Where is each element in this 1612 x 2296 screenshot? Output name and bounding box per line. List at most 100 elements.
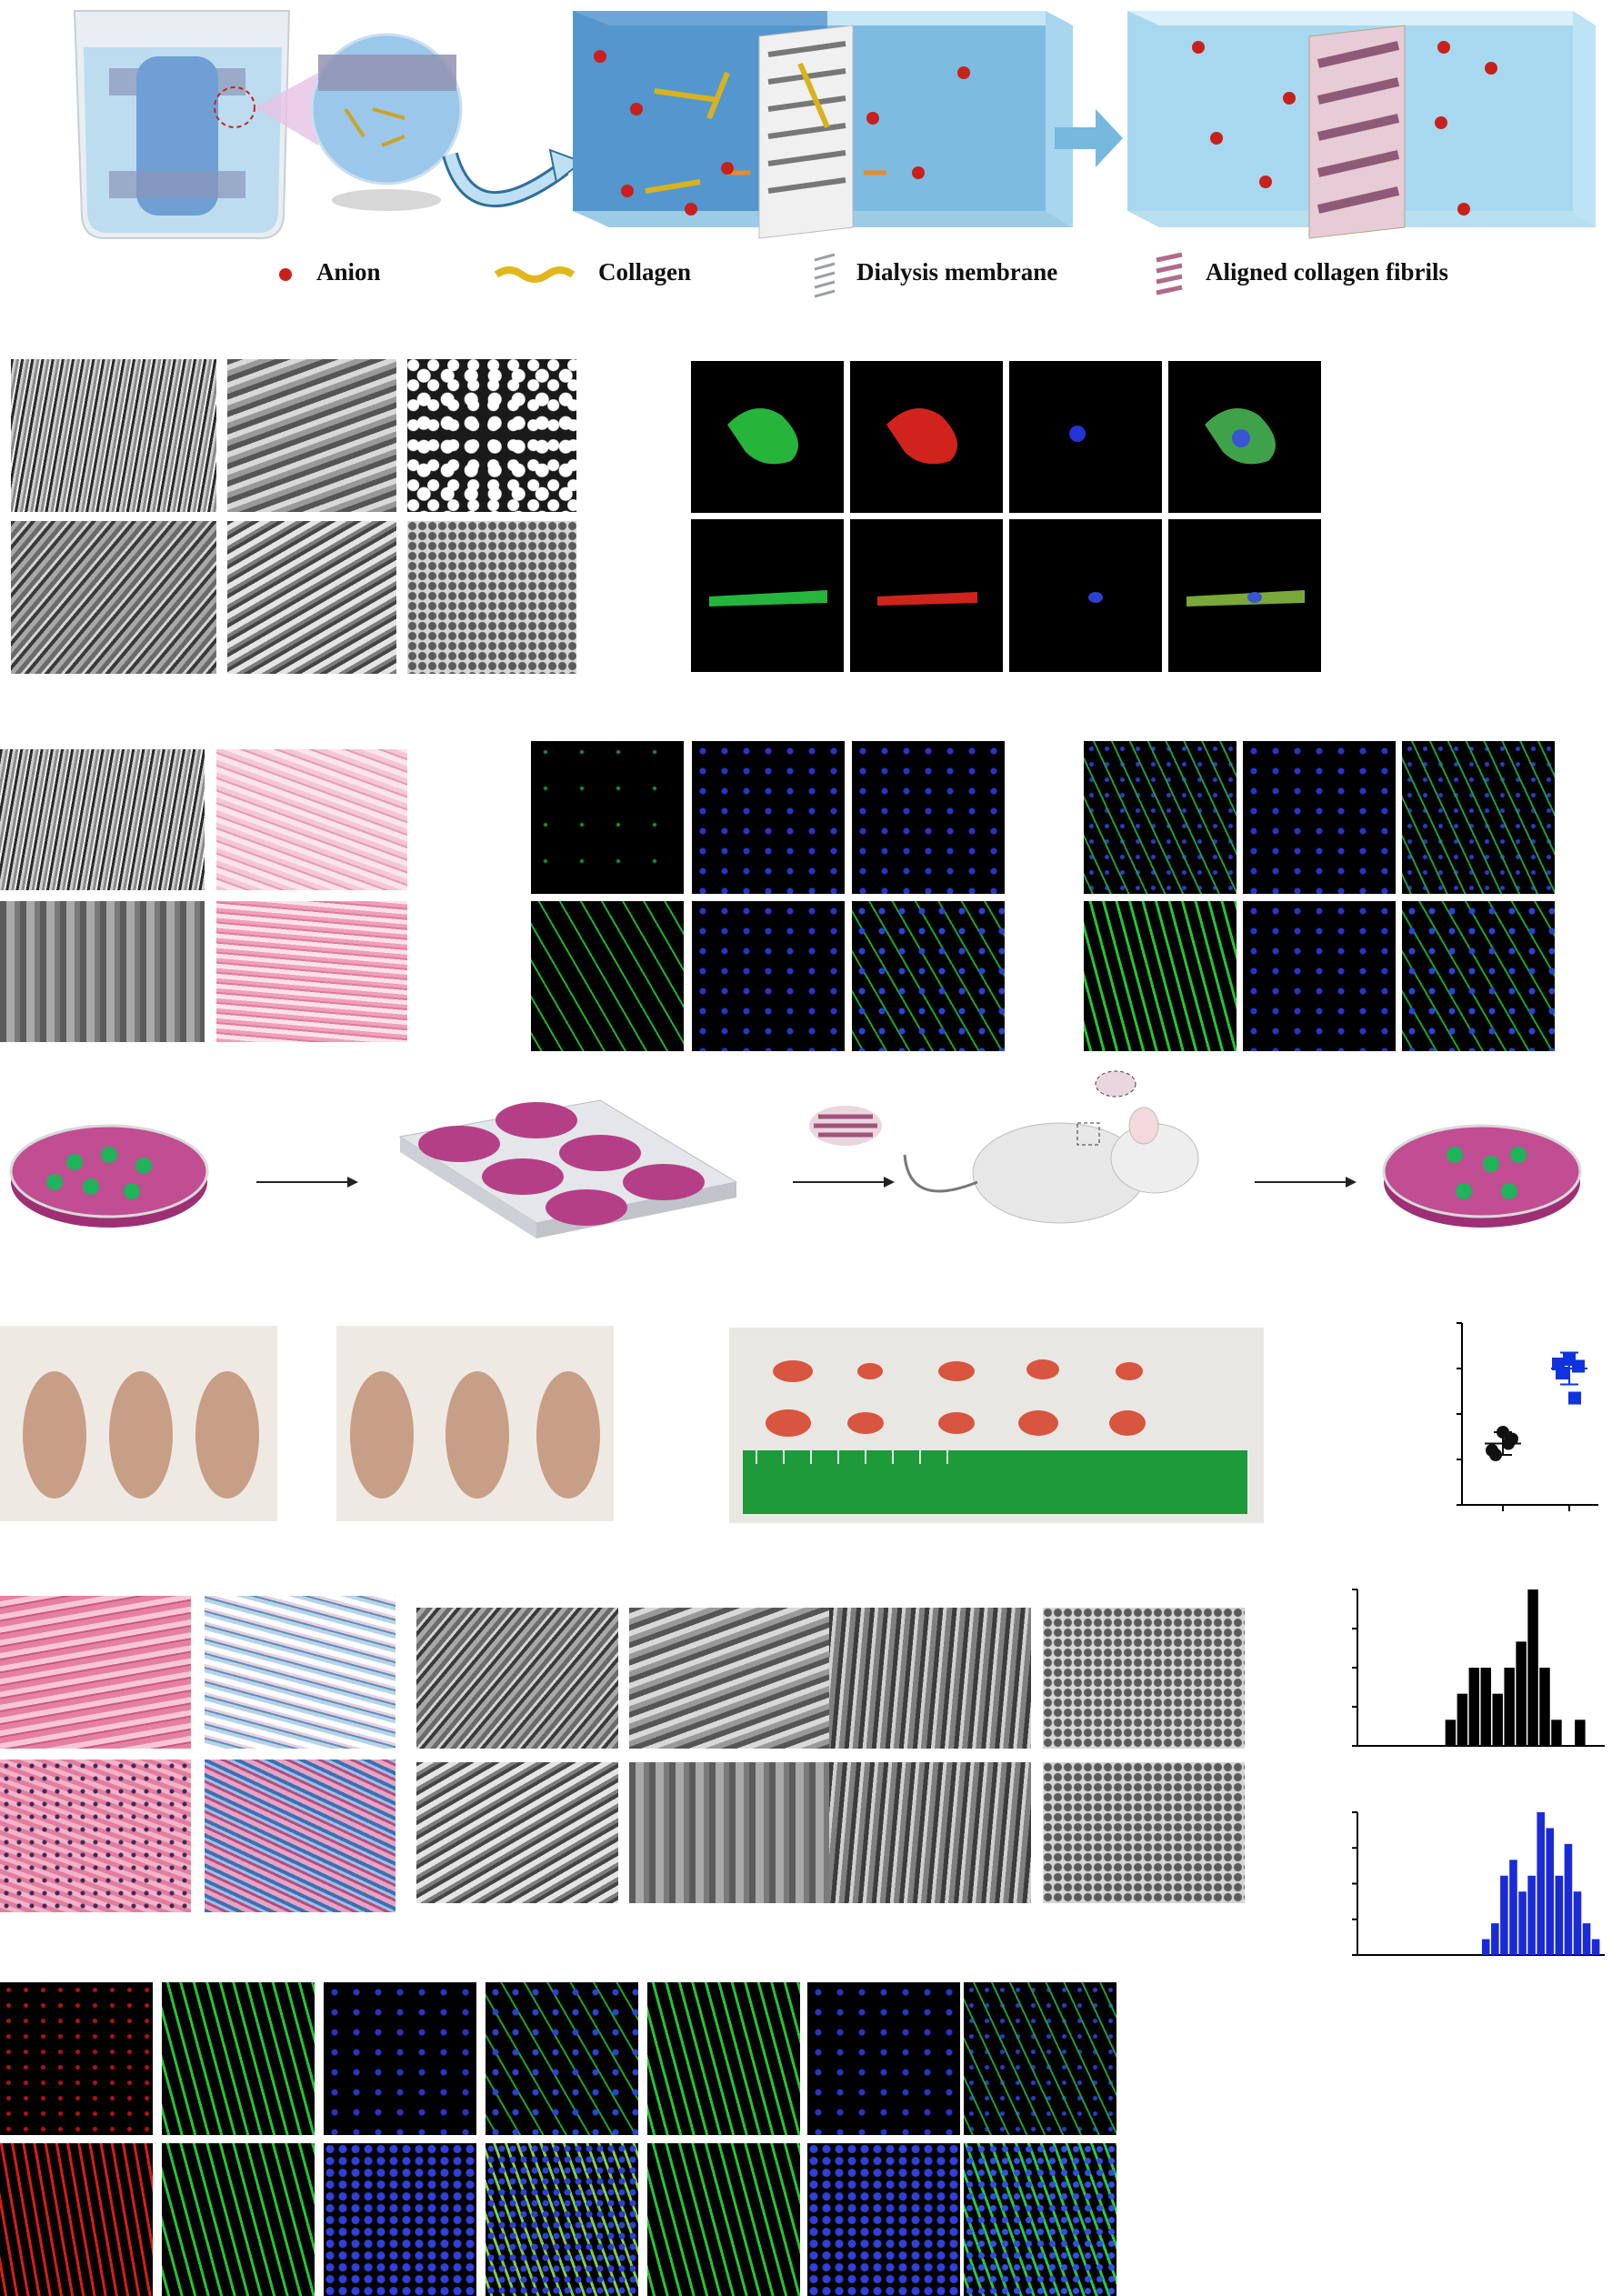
- histogram-bar: [1591, 1939, 1600, 1955]
- histogram-bar: [1546, 1828, 1555, 1955]
- fluorescence-image: [1084, 901, 1237, 1051]
- fluorescence-image: [647, 1982, 800, 2135]
- histogram-bar: [1500, 1875, 1508, 1955]
- histogram-bar: [1537, 1812, 1545, 1955]
- he-stain-image: [216, 901, 407, 1042]
- sem-image: [0, 901, 205, 1042]
- fluorescence-image: [1402, 741, 1555, 894]
- fluorescence-image: [692, 741, 845, 894]
- legend-collagen: Collagen: [598, 258, 692, 286]
- scatter-point: [1556, 1367, 1568, 1379]
- fluorescence-image: [964, 2143, 1116, 2296]
- well-plate-icon: [398, 1099, 738, 1238]
- sem-image: [629, 1608, 831, 1749]
- petri-dish-icon: [9, 1124, 209, 1228]
- histogram-bar: [1492, 1693, 1503, 1746]
- ruler-icon: [743, 1450, 1247, 1514]
- magnifier-bubble-icon: [255, 33, 463, 211]
- tem-cross-section-image: [1043, 1762, 1245, 1903]
- histogram-bar: [1445, 1719, 1457, 1746]
- histogram-bar: [1575, 1719, 1586, 1746]
- he-stain-image: [0, 1596, 191, 1749]
- legend-dialysis-membrane: Dialysis membrane: [856, 258, 1058, 286]
- scatter-chart: [1455, 1314, 1605, 1532]
- histogram-bar: [1481, 1939, 1490, 1955]
- masson-stain-image: [205, 1596, 395, 1749]
- histogram-bar: [1527, 1589, 1538, 1746]
- histogram-bar: [1573, 1891, 1582, 1955]
- fluorescence-image: [0, 2143, 153, 2296]
- mice-photo-svg: [23, 1371, 259, 1499]
- fluorescence-image: [324, 1982, 476, 2135]
- mouse-icon: [903, 1070, 1199, 1224]
- implantation-workflow-svg: [9, 1070, 1582, 1238]
- fluorescence-image: [807, 1982, 960, 2135]
- histogram-bar: [1539, 1668, 1550, 1746]
- aligned-fibrils-icon: [1156, 252, 1183, 296]
- histogram-black: [1350, 1582, 1612, 1755]
- he-stain-image: [216, 749, 407, 890]
- right-arrow-icon: [1055, 109, 1123, 167]
- collagen-icon: [494, 266, 576, 283]
- fluorescence-image: [1243, 901, 1396, 1051]
- sem-image: [0, 749, 205, 890]
- anion-icon: [279, 268, 292, 281]
- fluorescence-image: [531, 741, 684, 894]
- histogram-bar: [1555, 1875, 1564, 1955]
- fluorescence-image: [850, 361, 1003, 513]
- cell-merge-svg: [1205, 408, 1276, 465]
- nucleus-blue-svg: [1069, 426, 1086, 442]
- fluorescence-image: [324, 2143, 476, 2296]
- histogram-bar: [1518, 1891, 1527, 1955]
- fluorescence-image: [807, 2143, 960, 2296]
- sem-image: [629, 1762, 831, 1903]
- fluorescence-image: [486, 1982, 638, 2135]
- fluorescence-image: [1168, 519, 1321, 672]
- right-arrow-icon: [347, 1177, 358, 1188]
- mice-photo: [0, 1326, 277, 1521]
- legend-aligned-fibrils: Aligned collagen fibrils: [1206, 258, 1449, 286]
- histogram-blue-svg: [1352, 1811, 1605, 1956]
- fluorescence-image: [691, 361, 844, 513]
- histogram-bar: [1527, 1875, 1536, 1955]
- sem-image: [416, 1762, 618, 1903]
- cell-red-svg: [886, 408, 957, 465]
- scatter-point: [1568, 1391, 1581, 1405]
- tem-longitudinal-image: [829, 1608, 1031, 1749]
- fluorescence-image: [852, 741, 1005, 894]
- fluorescence-image: [1402, 901, 1555, 1051]
- dialysis-tank-after: [1127, 11, 1596, 239]
- fluorescence-image: [162, 2143, 315, 2296]
- dialysis-tank-before: [573, 11, 1073, 239]
- tem-longitudinal-image: [829, 1762, 1031, 1903]
- explant-photo-svg: [743, 1359, 1247, 1514]
- cell-red-svg: [877, 592, 977, 606]
- histogram-bar: [1491, 1923, 1499, 1955]
- legend-anion: Anion: [316, 258, 381, 286]
- cell-green-svg: [709, 590, 827, 607]
- fluorescence-image: [1009, 361, 1162, 513]
- curved-arrow-icon: [442, 148, 585, 207]
- tem-cross-section-image: [1043, 1608, 1245, 1749]
- right-arrow-icon: [884, 1177, 895, 1188]
- fluorescence-image: [162, 1982, 315, 2135]
- fluorescence-image: [531, 901, 684, 1051]
- histogram-bar: [1509, 1860, 1517, 1955]
- fluorescence-image: [964, 1982, 1116, 2135]
- fluorescence-image: [1168, 361, 1321, 513]
- histogram-bar: [1468, 1668, 1480, 1746]
- scatter-chart-svg: [1457, 1322, 1598, 1511]
- mice-photo-svg: [350, 1371, 600, 1499]
- histogram-bar: [1480, 1668, 1491, 1746]
- right-arrow-icon: [1346, 1177, 1357, 1188]
- fluorescence-image: [1009, 519, 1162, 672]
- fluorescence-image: [1084, 741, 1237, 894]
- tem-cross-section-image: [407, 359, 576, 512]
- sem-image: [416, 1608, 618, 1749]
- fluorescence-image: [852, 901, 1005, 1051]
- fluorescence-image: [692, 901, 845, 1051]
- fluorescence-image: [691, 519, 844, 672]
- implantation-workflow: [0, 1064, 1612, 1264]
- explant-photo: [729, 1328, 1264, 1523]
- histogram-bar: [1504, 1668, 1515, 1746]
